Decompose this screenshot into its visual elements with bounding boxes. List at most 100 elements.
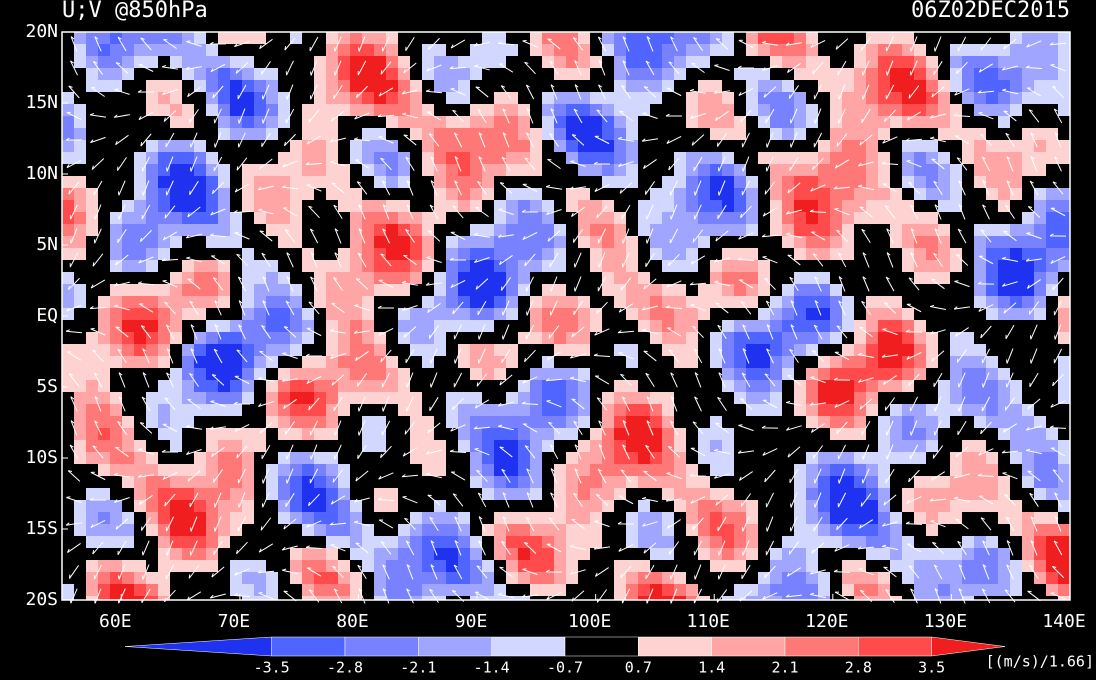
wind-arrow: [790, 300, 798, 316]
field-cell: [194, 32, 206, 44]
field-cell: [374, 428, 386, 440]
wind-arrow: [234, 375, 250, 385]
wind-arrow: [238, 300, 246, 316]
field-cell: [842, 176, 854, 188]
field-cell: [338, 344, 350, 356]
wind-arrow: [425, 449, 442, 455]
field-cell: [866, 296, 878, 308]
wind-arrow: [669, 180, 678, 196]
field-cell: [914, 536, 926, 548]
field-cell: [854, 164, 866, 176]
field-cell: [854, 56, 866, 68]
field-cell: [710, 488, 722, 500]
field-cell: [530, 80, 542, 92]
field-cell: [578, 500, 590, 512]
wind-arrow: [717, 156, 726, 172]
field-cell: [938, 164, 950, 176]
field-cell: [554, 104, 566, 116]
field-cell: [590, 188, 602, 200]
field-cell: [710, 68, 722, 80]
field-cell: [902, 32, 914, 44]
field-cell: [314, 476, 326, 488]
field-cell: [818, 284, 830, 296]
field-cell: [998, 296, 1010, 308]
field-cell: [1034, 404, 1046, 416]
field-cell: [290, 428, 302, 440]
field-cell: [902, 80, 914, 92]
wind-arrow: [358, 420, 366, 436]
wind-arrow: [885, 420, 894, 436]
field-cell: [446, 140, 458, 152]
field-cell: [926, 128, 938, 140]
wind-arrow: [283, 326, 297, 338]
wind-arrow: [838, 276, 846, 292]
field-cell: [482, 284, 494, 296]
wind-arrow: [190, 156, 198, 172]
field-cell: [98, 500, 110, 512]
field-cell: [878, 80, 890, 92]
wind-arrow: [570, 207, 585, 217]
field-cell: [758, 428, 770, 440]
field-cell: [398, 452, 410, 464]
field-cell: [734, 188, 746, 200]
field-cell: [614, 332, 626, 344]
field-cell: [770, 104, 782, 116]
field-cell: [662, 596, 674, 600]
field-cell: [590, 392, 602, 404]
field-cell: [818, 224, 830, 236]
field-cell: [758, 584, 770, 596]
field-cell: [434, 284, 446, 296]
field-cell: [482, 368, 494, 380]
field-cell: [662, 584, 674, 596]
wind-arrow: [597, 36, 607, 52]
wind-arrow: [978, 495, 994, 505]
field-cell: [434, 200, 446, 212]
field-cell: [518, 476, 530, 488]
wind-arrow: [644, 181, 655, 195]
field-cell: [434, 176, 446, 188]
wind-arrow: [594, 375, 610, 385]
field-cell: [878, 260, 890, 272]
field-cell: [830, 68, 842, 80]
field-cell: [926, 56, 938, 68]
field-cell: [854, 44, 866, 56]
field-cell: [398, 464, 410, 476]
field-cell: [266, 176, 278, 188]
field-cell: [614, 488, 626, 500]
wind-arrow: [980, 229, 992, 243]
field-cell: [122, 392, 134, 404]
wind-arrow: [238, 492, 246, 508]
field-cell: [650, 308, 662, 320]
wind-arrow: [90, 327, 106, 336]
field-cell: [362, 524, 374, 536]
field-cell: [626, 536, 638, 548]
field-cell: [806, 440, 818, 452]
field-cell: [734, 44, 746, 56]
field-cell: [110, 128, 122, 140]
field-cell: [866, 284, 878, 296]
field-cell: [998, 536, 1010, 548]
field-cell: [434, 164, 446, 176]
field-cell: [1022, 452, 1034, 464]
field-cell: [590, 536, 602, 548]
field-cell: [686, 248, 698, 260]
field-cell: [518, 332, 530, 344]
field-cell: [722, 476, 734, 488]
field-cell: [530, 116, 542, 128]
field-cell: [746, 368, 758, 380]
field-cell: [950, 404, 962, 416]
field-cell: [74, 152, 86, 164]
field-cell: [98, 344, 110, 356]
field-cell: [806, 404, 818, 416]
field-cell: [818, 440, 830, 452]
field-cell: [482, 404, 494, 416]
wind-arrow: [477, 348, 486, 364]
field-cell: [506, 404, 518, 416]
field-cell: [278, 548, 290, 560]
field-cell: [122, 356, 134, 368]
field-cell: [134, 584, 146, 596]
wind-arrow: [425, 282, 442, 286]
field-cell: [470, 308, 482, 320]
field-cell: [494, 464, 506, 476]
wind-arrow: [738, 87, 754, 97]
